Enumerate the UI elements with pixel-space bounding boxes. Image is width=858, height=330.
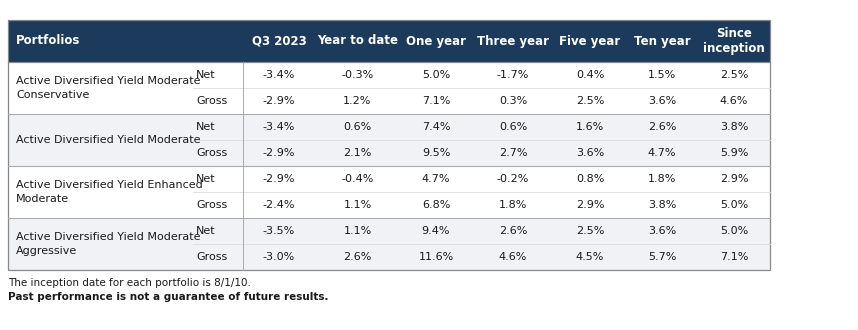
Text: Net: Net bbox=[196, 226, 215, 236]
Text: -2.4%: -2.4% bbox=[263, 200, 295, 210]
Text: 1.1%: 1.1% bbox=[343, 226, 372, 236]
Text: 1.5%: 1.5% bbox=[648, 70, 676, 80]
Text: 3.6%: 3.6% bbox=[576, 148, 604, 158]
Text: Q3 2023: Q3 2023 bbox=[251, 35, 306, 48]
Text: Net: Net bbox=[196, 122, 215, 132]
Text: 5.0%: 5.0% bbox=[422, 70, 450, 80]
Text: -0.3%: -0.3% bbox=[341, 70, 373, 80]
Text: Gross: Gross bbox=[196, 148, 227, 158]
Bar bbox=[8, 114, 770, 166]
Text: Gross: Gross bbox=[196, 200, 227, 210]
Text: 2.9%: 2.9% bbox=[720, 174, 748, 184]
Text: -3.0%: -3.0% bbox=[263, 252, 295, 262]
Text: 9.5%: 9.5% bbox=[422, 148, 450, 158]
Text: 3.6%: 3.6% bbox=[648, 226, 676, 236]
Text: 2.5%: 2.5% bbox=[576, 96, 604, 106]
Text: Active Diversified Yield Enhanced
Moderate: Active Diversified Yield Enhanced Modera… bbox=[16, 181, 202, 204]
Text: Net: Net bbox=[196, 174, 215, 184]
Text: One year: One year bbox=[406, 35, 466, 48]
Text: The inception date for each portfolio is 8/1/10.: The inception date for each portfolio is… bbox=[8, 278, 251, 288]
Text: 3.8%: 3.8% bbox=[720, 122, 748, 132]
Text: 6.8%: 6.8% bbox=[422, 200, 450, 210]
Text: 7.4%: 7.4% bbox=[422, 122, 450, 132]
Text: 3.6%: 3.6% bbox=[648, 96, 676, 106]
Text: -3.5%: -3.5% bbox=[263, 226, 295, 236]
Text: Three year: Three year bbox=[477, 35, 549, 48]
Text: 4.7%: 4.7% bbox=[422, 174, 450, 184]
Text: Active Diversified Yield Moderate: Active Diversified Yield Moderate bbox=[16, 135, 201, 145]
Text: 1.2%: 1.2% bbox=[343, 96, 372, 106]
Text: 5.0%: 5.0% bbox=[720, 226, 748, 236]
Text: Active Diversified Yield Moderate
Aggressive: Active Diversified Yield Moderate Aggres… bbox=[16, 232, 201, 256]
Text: 2.6%: 2.6% bbox=[648, 122, 676, 132]
Text: -3.4%: -3.4% bbox=[263, 122, 295, 132]
Text: Past performance is not a guarantee of future results.: Past performance is not a guarantee of f… bbox=[8, 292, 329, 302]
Text: 5.7%: 5.7% bbox=[648, 252, 676, 262]
Text: Since
inception: Since inception bbox=[703, 27, 764, 55]
Text: 4.5%: 4.5% bbox=[576, 252, 604, 262]
Text: -1.7%: -1.7% bbox=[497, 70, 529, 80]
Text: Portfolios: Portfolios bbox=[16, 35, 81, 48]
Text: Year to date: Year to date bbox=[317, 35, 398, 48]
Bar bbox=[8, 166, 770, 218]
Text: 7.1%: 7.1% bbox=[422, 96, 450, 106]
Text: -0.2%: -0.2% bbox=[497, 174, 529, 184]
Text: 0.3%: 0.3% bbox=[498, 96, 527, 106]
Text: 0.4%: 0.4% bbox=[576, 70, 604, 80]
Text: 2.7%: 2.7% bbox=[498, 148, 528, 158]
Text: 4.6%: 4.6% bbox=[720, 96, 748, 106]
Text: 9.4%: 9.4% bbox=[422, 226, 450, 236]
Text: 7.1%: 7.1% bbox=[720, 252, 748, 262]
Bar bbox=[8, 218, 770, 270]
Text: -3.4%: -3.4% bbox=[263, 70, 295, 80]
Text: 2.5%: 2.5% bbox=[720, 70, 748, 80]
Text: Five year: Five year bbox=[559, 35, 620, 48]
Text: Ten year: Ten year bbox=[634, 35, 691, 48]
Text: 0.8%: 0.8% bbox=[576, 174, 604, 184]
Text: 1.8%: 1.8% bbox=[498, 200, 527, 210]
Text: 0.6%: 0.6% bbox=[498, 122, 527, 132]
Text: Gross: Gross bbox=[196, 252, 227, 262]
Text: 2.5%: 2.5% bbox=[576, 226, 604, 236]
Text: 2.6%: 2.6% bbox=[498, 226, 527, 236]
Text: 5.9%: 5.9% bbox=[720, 148, 748, 158]
Text: -2.9%: -2.9% bbox=[263, 96, 295, 106]
Bar bbox=[8, 20, 770, 62]
Text: 2.1%: 2.1% bbox=[343, 148, 372, 158]
Text: 1.6%: 1.6% bbox=[576, 122, 604, 132]
Text: 1.8%: 1.8% bbox=[648, 174, 676, 184]
Text: 11.6%: 11.6% bbox=[419, 252, 454, 262]
Text: 5.0%: 5.0% bbox=[720, 200, 748, 210]
Text: Gross: Gross bbox=[196, 96, 227, 106]
Text: 4.7%: 4.7% bbox=[648, 148, 676, 158]
Text: -2.9%: -2.9% bbox=[263, 174, 295, 184]
Bar bbox=[8, 62, 770, 114]
Text: -0.4%: -0.4% bbox=[341, 174, 374, 184]
Text: Net: Net bbox=[196, 70, 215, 80]
Text: 2.6%: 2.6% bbox=[343, 252, 372, 262]
Text: 1.1%: 1.1% bbox=[343, 200, 372, 210]
Bar bbox=[8, 20, 770, 270]
Text: 2.9%: 2.9% bbox=[576, 200, 604, 210]
Text: 4.6%: 4.6% bbox=[498, 252, 527, 262]
Text: 3.8%: 3.8% bbox=[648, 200, 676, 210]
Text: 0.6%: 0.6% bbox=[343, 122, 372, 132]
Text: -2.9%: -2.9% bbox=[263, 148, 295, 158]
Text: Active Diversified Yield Moderate
Conservative: Active Diversified Yield Moderate Conser… bbox=[16, 77, 201, 100]
